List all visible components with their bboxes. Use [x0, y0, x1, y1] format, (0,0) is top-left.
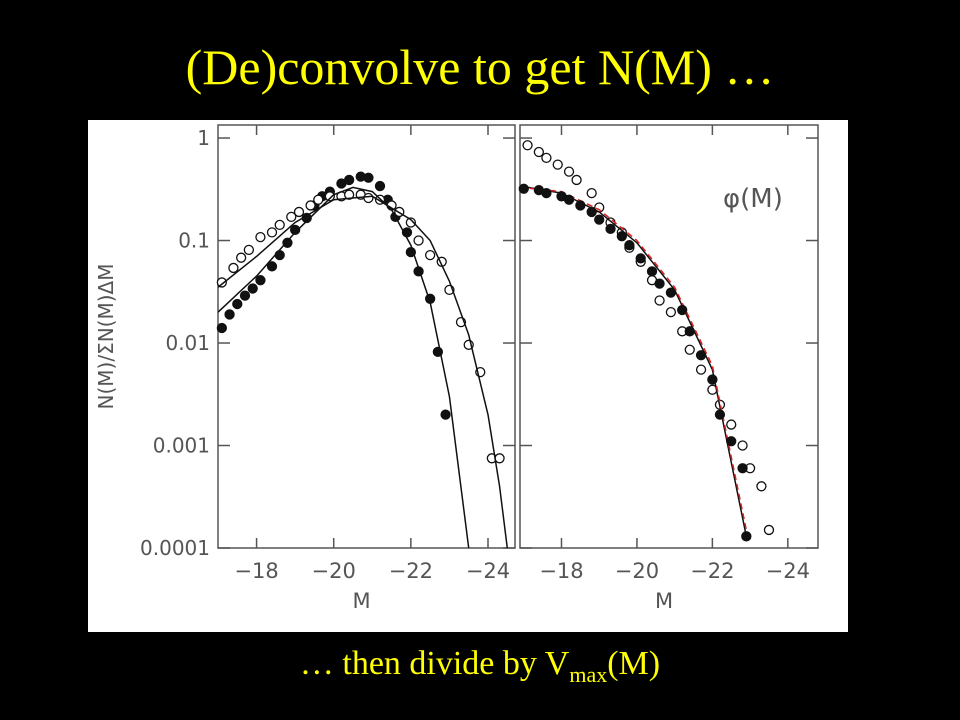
open-point [424, 249, 436, 261]
open-point [413, 235, 424, 246]
open-point [305, 200, 316, 211]
open-point [654, 295, 665, 306]
filled-point [563, 194, 575, 205]
open-point [255, 231, 266, 243]
filled-point [695, 350, 707, 361]
y-axis-label: N(M)/ΣN(M)ΔM [94, 264, 118, 410]
filled-point [616, 231, 627, 242]
open-point [541, 152, 552, 164]
filled-point [363, 172, 374, 183]
open-point [266, 227, 278, 238]
filled-point [224, 309, 235, 320]
open-point [274, 219, 285, 231]
filled-point [274, 249, 285, 261]
filled-point [741, 531, 752, 542]
open-point [695, 364, 707, 375]
filled-point [247, 283, 258, 294]
figure: −18 −20 −22 −24 1 0.1 0.01 0.001 0.0001 M N(M)/ΣN(… [88, 120, 848, 632]
open-point [756, 481, 767, 492]
filled-point [255, 275, 266, 286]
y-tick-label: 0.01 [165, 331, 210, 355]
y-tick-label: 0.0001 [140, 536, 210, 560]
filled-point [665, 287, 677, 298]
open-point [343, 189, 355, 200]
open-point [293, 206, 305, 218]
x-tick-label: −18 [539, 559, 583, 583]
filled-point [575, 200, 586, 211]
filled-point [232, 298, 243, 310]
filled-point [266, 261, 278, 272]
filled-point [374, 180, 386, 192]
filled-point [737, 463, 748, 474]
open-point [313, 194, 324, 205]
x-tick-label: −22 [389, 559, 433, 583]
y-tick-label: 1 [197, 126, 210, 150]
open-point [763, 524, 775, 536]
x-tick-label: −24 [466, 559, 510, 583]
plot-frame [217, 124, 516, 549]
filled-point [677, 304, 688, 316]
filled-point [684, 326, 695, 337]
filled-point [726, 436, 737, 447]
open-point [586, 187, 597, 199]
y-tick-label: 0.001 [153, 434, 210, 458]
model-line [218, 195, 509, 548]
caption-subscript: max [569, 661, 608, 687]
open-point [405, 217, 417, 228]
open-point [737, 440, 748, 451]
open-point [552, 159, 563, 170]
x-tick-label: −18 [234, 559, 278, 583]
filled-point [605, 223, 616, 234]
caption-text: … then divide by V [299, 645, 570, 682]
open-point [243, 244, 255, 256]
open-point [324, 191, 336, 202]
x-tick-label: −20 [615, 559, 659, 583]
filled-point [289, 224, 301, 236]
filled-point [624, 240, 635, 251]
open-point [571, 174, 582, 186]
open-point [533, 146, 545, 158]
filled-point [541, 187, 552, 199]
x-axis-label: M [655, 589, 673, 613]
filled-point [343, 174, 355, 186]
open-point [286, 211, 297, 223]
x-tick-label: −20 [312, 559, 356, 583]
filled-point [440, 409, 451, 420]
filled-point [635, 253, 646, 264]
caption: … then divide by Vmax(M) [0, 645, 960, 688]
x-tick-label: −24 [766, 559, 810, 583]
open-point [216, 277, 228, 288]
open-point [522, 140, 533, 151]
x-tick-label: −22 [690, 559, 734, 583]
open-point [494, 453, 505, 464]
filled-point [216, 322, 228, 334]
filled-point [646, 266, 658, 277]
filled-point [707, 374, 718, 385]
open-point [665, 307, 677, 318]
filled-point [518, 183, 529, 194]
open-point [235, 252, 247, 263]
slide-title: (De)convolve to get N(M) … [185, 39, 775, 95]
open-point [684, 344, 695, 355]
open-point [363, 192, 374, 204]
plot-frame [519, 124, 819, 549]
y-tick-label: 0.1 [178, 229, 210, 253]
open-point [228, 262, 239, 274]
filled-point [714, 409, 726, 420]
model-line [218, 186, 470, 548]
x-axis-label: M [352, 589, 370, 613]
filled-point [239, 290, 251, 301]
open-point [726, 419, 737, 430]
filled-point [654, 278, 665, 289]
filled-point [282, 237, 293, 248]
caption-text: (M) [607, 645, 661, 682]
annotation: φ(M) [723, 184, 783, 214]
filled-point [594, 214, 605, 225]
filled-point [586, 206, 597, 218]
open-point [563, 166, 575, 177]
